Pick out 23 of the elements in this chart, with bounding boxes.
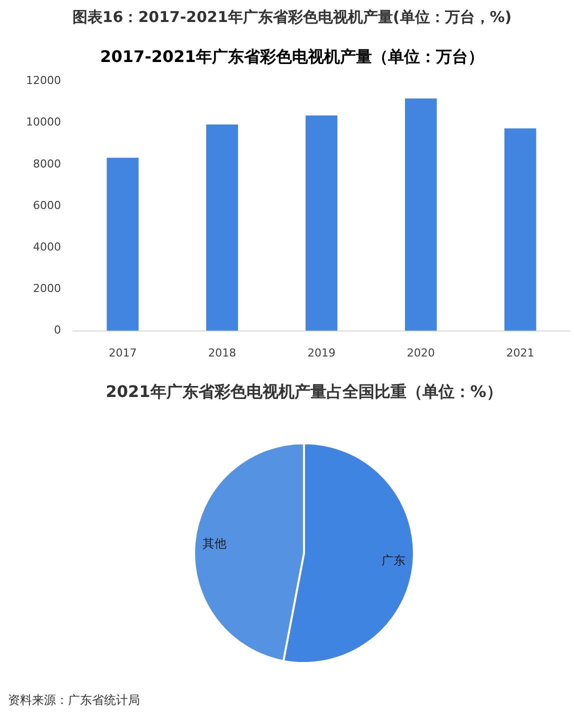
y-tick-label: 10000 [26, 116, 61, 129]
y-tick-label: 12000 [26, 74, 61, 88]
text: 资料来源：广东省统计局 [7, 692, 141, 708]
bar [206, 124, 238, 331]
x-tick-label: 2019 [307, 346, 336, 360]
y-tick-label: 4000 [32, 240, 61, 254]
y-tick-label: 6000 [32, 198, 61, 212]
bar [306, 116, 338, 331]
slice-label: 广东 [382, 554, 406, 568]
bar [504, 128, 536, 331]
bar [404, 98, 437, 331]
chart-title: 2021年广东省彩色电视机产量占全国比重（单位：%） [106, 382, 502, 401]
y-tick-label: 0 [54, 324, 61, 337]
chart-subtitle: 2017-2021年广东省彩色电视机产量（单位：万台） [100, 46, 484, 66]
x-tick-label: 2018 [208, 346, 236, 360]
x-tick-label: 2020 [406, 346, 435, 360]
x-tick-label: 2017 [108, 346, 137, 360]
y-tick-label: 8000 [32, 157, 61, 170]
y-tick-label: 2000 [32, 282, 61, 296]
chart-title: 图表16：2017-2021年广东省彩色电视机产量(单位：万台，%) [72, 8, 512, 26]
slice-label: 其他 [202, 536, 226, 551]
x-tick-label: 2021 [506, 346, 534, 360]
bar [106, 158, 139, 331]
